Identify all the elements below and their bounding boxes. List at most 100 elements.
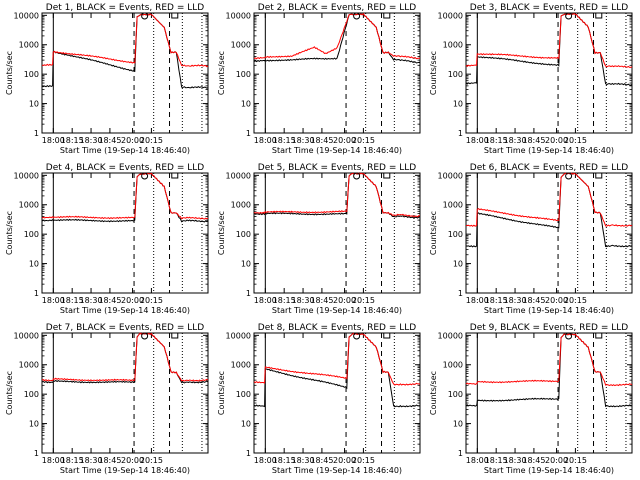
y-tick-label: 1: [246, 289, 251, 298]
x-tick-label: 18:45: [522, 296, 545, 305]
x-tick-label: 20:00: [545, 296, 568, 305]
x-tick-label: 18:30: [80, 296, 103, 305]
x-tick-label: 18:30: [80, 136, 103, 145]
y-axis-label: Counts/sec: [429, 51, 438, 95]
y-axis-label: Counts/sec: [429, 371, 438, 415]
series-line-black: [465, 13, 633, 86]
x-tick-label: 20:00: [121, 456, 144, 465]
series-line-red: [41, 332, 209, 382]
chart-title: Det 9, BLACK = Events, RED = LLD: [470, 323, 629, 333]
x-axis-label: Start Time (19-Sep-14 18:46:40): [272, 466, 402, 475]
y-tick-label: 10000: [14, 171, 39, 180]
square-symbol: [595, 12, 603, 19]
y-tick-label: 100: [24, 230, 39, 239]
x-tick-label: 18:00: [42, 136, 65, 145]
y-axis-label: Counts/sec: [429, 211, 438, 255]
x-axis-label: Start Time (19-Sep-14 18:46:40): [60, 146, 190, 155]
y-tick-label: 10: [453, 420, 463, 429]
y-tick-label: 1000: [231, 201, 251, 210]
series-line-red: [465, 172, 633, 227]
y-tick-label: 1: [34, 129, 39, 138]
plot-frame: [41, 12, 209, 134]
square-symbol: [383, 12, 391, 19]
y-axis-label: Counts/sec: [5, 211, 14, 255]
y-tick-label: 1000: [19, 361, 39, 370]
y-tick-label: 100: [24, 390, 39, 399]
series-line-black: [253, 332, 421, 408]
chart-title: Det 4, BLACK = Events, RED = LLD: [46, 163, 205, 173]
series-line-red: [253, 12, 421, 60]
series-line-black: [41, 172, 209, 223]
circle-symbol: [565, 12, 573, 20]
y-tick-label: 10: [453, 100, 463, 109]
x-tick-label: 20:15: [140, 456, 163, 465]
x-axis-label: Start Time (19-Sep-14 18:46:40): [484, 306, 614, 315]
x-axis-label: Start Time (19-Sep-14 18:46:40): [272, 306, 402, 315]
y-tick-label: 10000: [14, 331, 39, 340]
x-tick-label: 18:30: [504, 136, 527, 145]
x-tick-label: 18:45: [98, 136, 121, 145]
x-tick-label: 18:15: [61, 296, 84, 305]
series-line-black: [253, 172, 421, 219]
y-tick-label: 1: [34, 449, 39, 458]
x-tick-label: 20:00: [545, 136, 568, 145]
x-tick-label: 18:30: [292, 136, 315, 145]
y-tick-label: 100: [448, 230, 463, 239]
y-tick-label: 1000: [19, 41, 39, 50]
x-tick-label: 18:15: [61, 456, 84, 465]
x-tick-label: 18:15: [273, 136, 296, 145]
plot-frame: [41, 332, 209, 454]
square-symbol: [171, 172, 179, 179]
x-tick-label: 18:45: [522, 456, 545, 465]
x-tick-label: 18:30: [80, 456, 103, 465]
plot-frame: [465, 172, 633, 294]
y-tick-label: 1: [246, 129, 251, 138]
series-line-red: [41, 172, 209, 220]
y-tick-label: 10: [29, 260, 39, 269]
y-tick-label: 10000: [438, 171, 463, 180]
x-tick-label: 18:00: [466, 136, 489, 145]
y-tick-label: 10000: [226, 331, 251, 340]
x-tick-label: 18:15: [61, 136, 84, 145]
series-line-red: [253, 332, 421, 386]
x-axis-label: Start Time (19-Sep-14 18:46:40): [60, 306, 190, 315]
series-line-black: [41, 13, 209, 89]
x-tick-label: 20:00: [121, 136, 144, 145]
y-tick-label: 100: [24, 70, 39, 79]
y-tick-label: 1000: [231, 361, 251, 370]
plot-frame: [253, 172, 421, 294]
x-tick-label: 18:30: [504, 296, 527, 305]
circle-symbol: [565, 172, 573, 180]
x-tick-label: 20:15: [564, 456, 587, 465]
y-tick-label: 100: [236, 230, 251, 239]
y-tick-label: 10000: [438, 331, 463, 340]
chart-title: Det 2, BLACK = Events, RED = LLD: [258, 3, 417, 13]
plot-frame: [465, 12, 633, 134]
y-axis-label: Counts/sec: [217, 51, 226, 95]
x-tick-label: 18:45: [98, 456, 121, 465]
x-tick-label: 18:45: [98, 296, 121, 305]
series-line-black: [465, 172, 633, 248]
y-axis-label: Counts/sec: [217, 211, 226, 255]
x-tick-label: 20:15: [352, 456, 375, 465]
y-tick-label: 1: [458, 129, 463, 138]
y-tick-label: 10: [241, 420, 251, 429]
y-tick-label: 1000: [443, 201, 463, 210]
x-axis-label: Start Time (19-Sep-14 18:46:40): [484, 146, 614, 155]
chart-title: Det 5, BLACK = Events, RED = LLD: [258, 163, 417, 173]
y-tick-label: 10000: [226, 11, 251, 20]
y-tick-label: 100: [236, 390, 251, 399]
x-tick-label: 20:15: [564, 296, 587, 305]
chart-title: Det 7, BLACK = Events, RED = LLD: [46, 323, 205, 333]
y-tick-label: 1: [34, 289, 39, 298]
circle-symbol: [353, 332, 361, 340]
circle-symbol: [141, 172, 149, 180]
plot-frame: [465, 332, 633, 454]
series-line-red: [465, 333, 633, 387]
chart-title: Det 8, BLACK = Events, RED = LLD: [258, 323, 417, 333]
plot-frame: [253, 332, 421, 454]
y-tick-label: 10: [29, 100, 39, 109]
